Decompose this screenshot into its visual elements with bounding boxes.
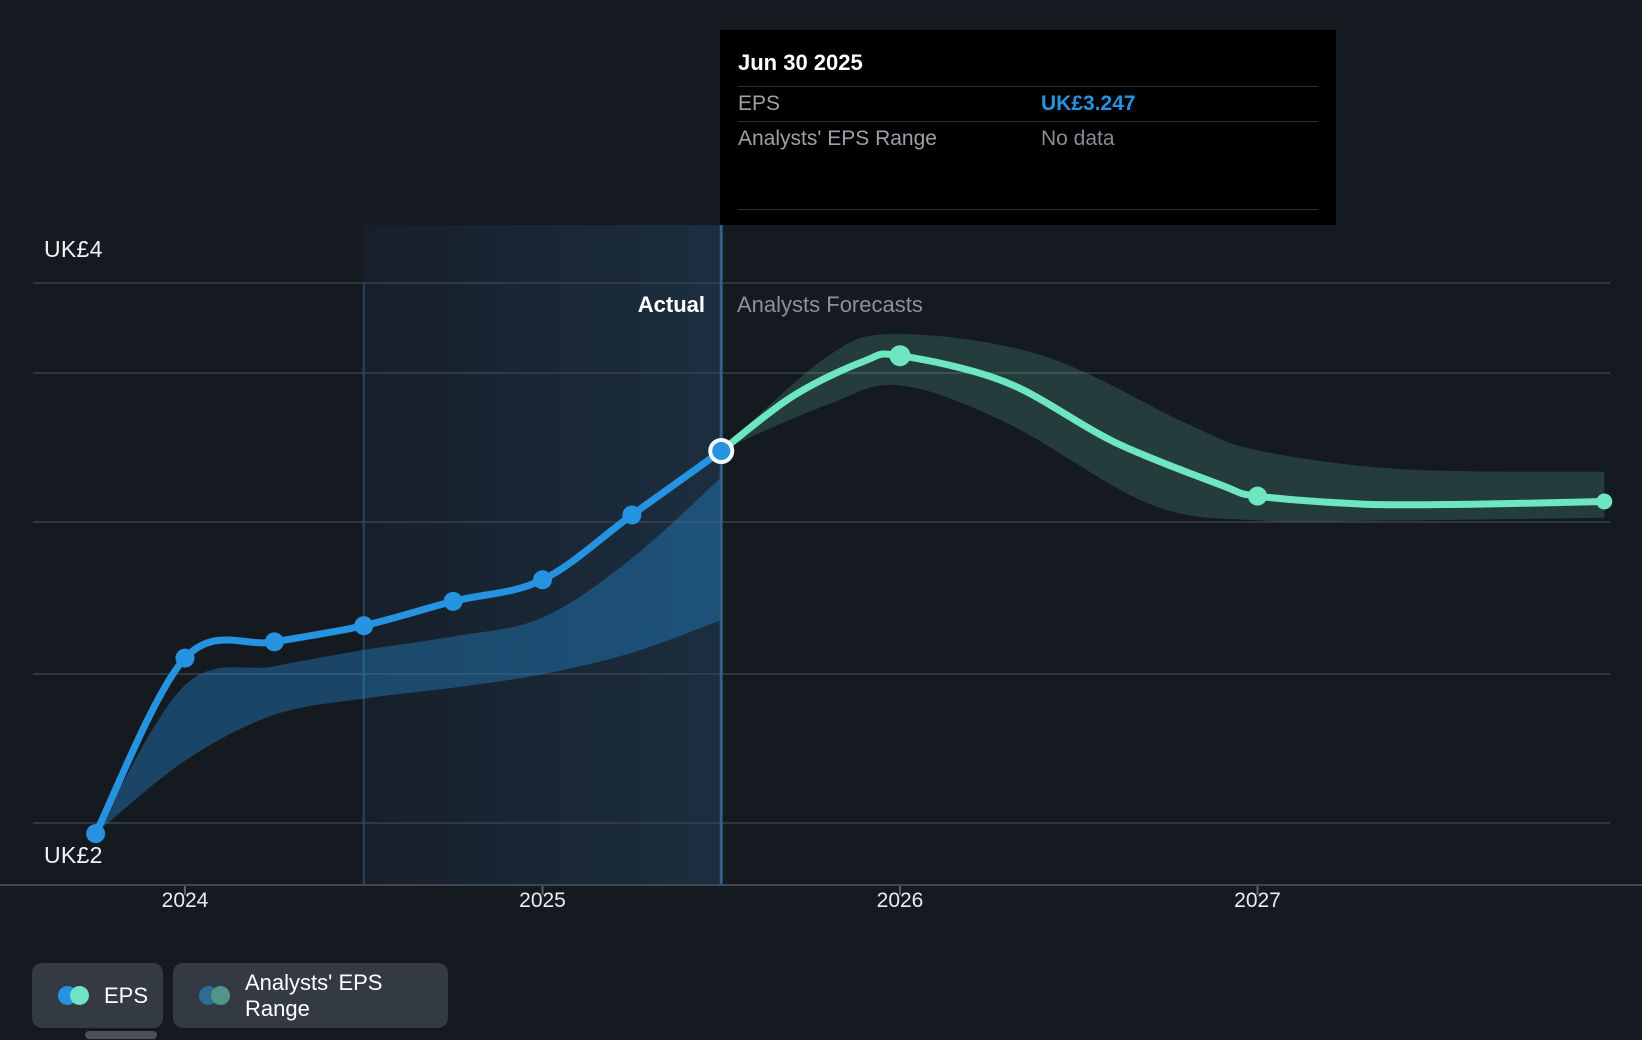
tooltip-row-eps: EPS UK£3.247 xyxy=(738,87,1318,121)
eps-data-point[interactable] xyxy=(622,505,642,525)
legend-range-label: Analysts' EPS Range xyxy=(245,969,383,1021)
forecast-range-band xyxy=(721,334,1605,522)
tooltip-separator xyxy=(738,209,1318,210)
tooltip-date-title: Jun 30 2025 xyxy=(738,50,863,75)
eps-data-point[interactable] xyxy=(533,570,552,590)
eps-data-point[interactable] xyxy=(264,632,284,652)
x-axis-label-2027: 2027 xyxy=(1234,889,1281,912)
forecast-section-label: Analysts Forecasts xyxy=(737,292,923,317)
legend-item-analysts-eps-range[interactable]: Analysts' EPS Range xyxy=(173,963,448,1028)
y-axis-label-top: UK£4 xyxy=(44,236,103,262)
x-axis-label-2025: 2025 xyxy=(519,889,566,912)
legend-item-eps[interactable]: EPS xyxy=(32,963,163,1028)
legend-eps-label: EPS xyxy=(104,982,149,1008)
actual-range-band xyxy=(95,477,722,834)
eps-data-point[interactable] xyxy=(86,824,106,844)
forecast-data-point[interactable] xyxy=(1596,493,1613,510)
x-axis-label-2026: 2026 xyxy=(876,889,924,912)
tooltip-separator xyxy=(738,121,1318,122)
eps-data-point[interactable] xyxy=(354,616,374,636)
tooltip: Jun 30 2025 EPS UK£3.247 Analysts' EPS R… xyxy=(720,30,1336,225)
tooltip-row-range: Analysts' EPS Range No data xyxy=(738,122,1318,156)
highlight-region-last-12m xyxy=(363,225,722,885)
eps-data-point[interactable] xyxy=(175,648,195,668)
tooltip-eps-value: UK£3.247 xyxy=(1041,92,1136,115)
horizontal-scrollbar-thumb[interactable] xyxy=(85,1031,157,1039)
tooltip-range-label: Analysts' EPS Range xyxy=(738,127,937,150)
hovered-data-point-jun-30-2025[interactable] xyxy=(708,438,735,464)
actual-section-label: Actual xyxy=(637,292,705,317)
tooltip-separator xyxy=(738,86,1318,87)
eps-forecast-line xyxy=(717,350,1608,509)
forecast-data-point[interactable] xyxy=(1248,486,1267,506)
forecast-data-point[interactable] xyxy=(889,345,911,367)
tooltip-eps-label: EPS xyxy=(738,92,781,115)
eps-series-color-dots xyxy=(58,986,89,1005)
range-teal-dot-icon xyxy=(211,986,230,1005)
eps-teal-dot-icon xyxy=(70,986,89,1005)
y-axis-label-bottom: UK£2 xyxy=(44,842,103,868)
range-series-color-dots xyxy=(199,986,230,1005)
x-axis-label-2024: 2024 xyxy=(161,889,209,912)
tooltip-range-value: No data xyxy=(1041,127,1115,150)
eps-data-point[interactable] xyxy=(443,591,463,611)
